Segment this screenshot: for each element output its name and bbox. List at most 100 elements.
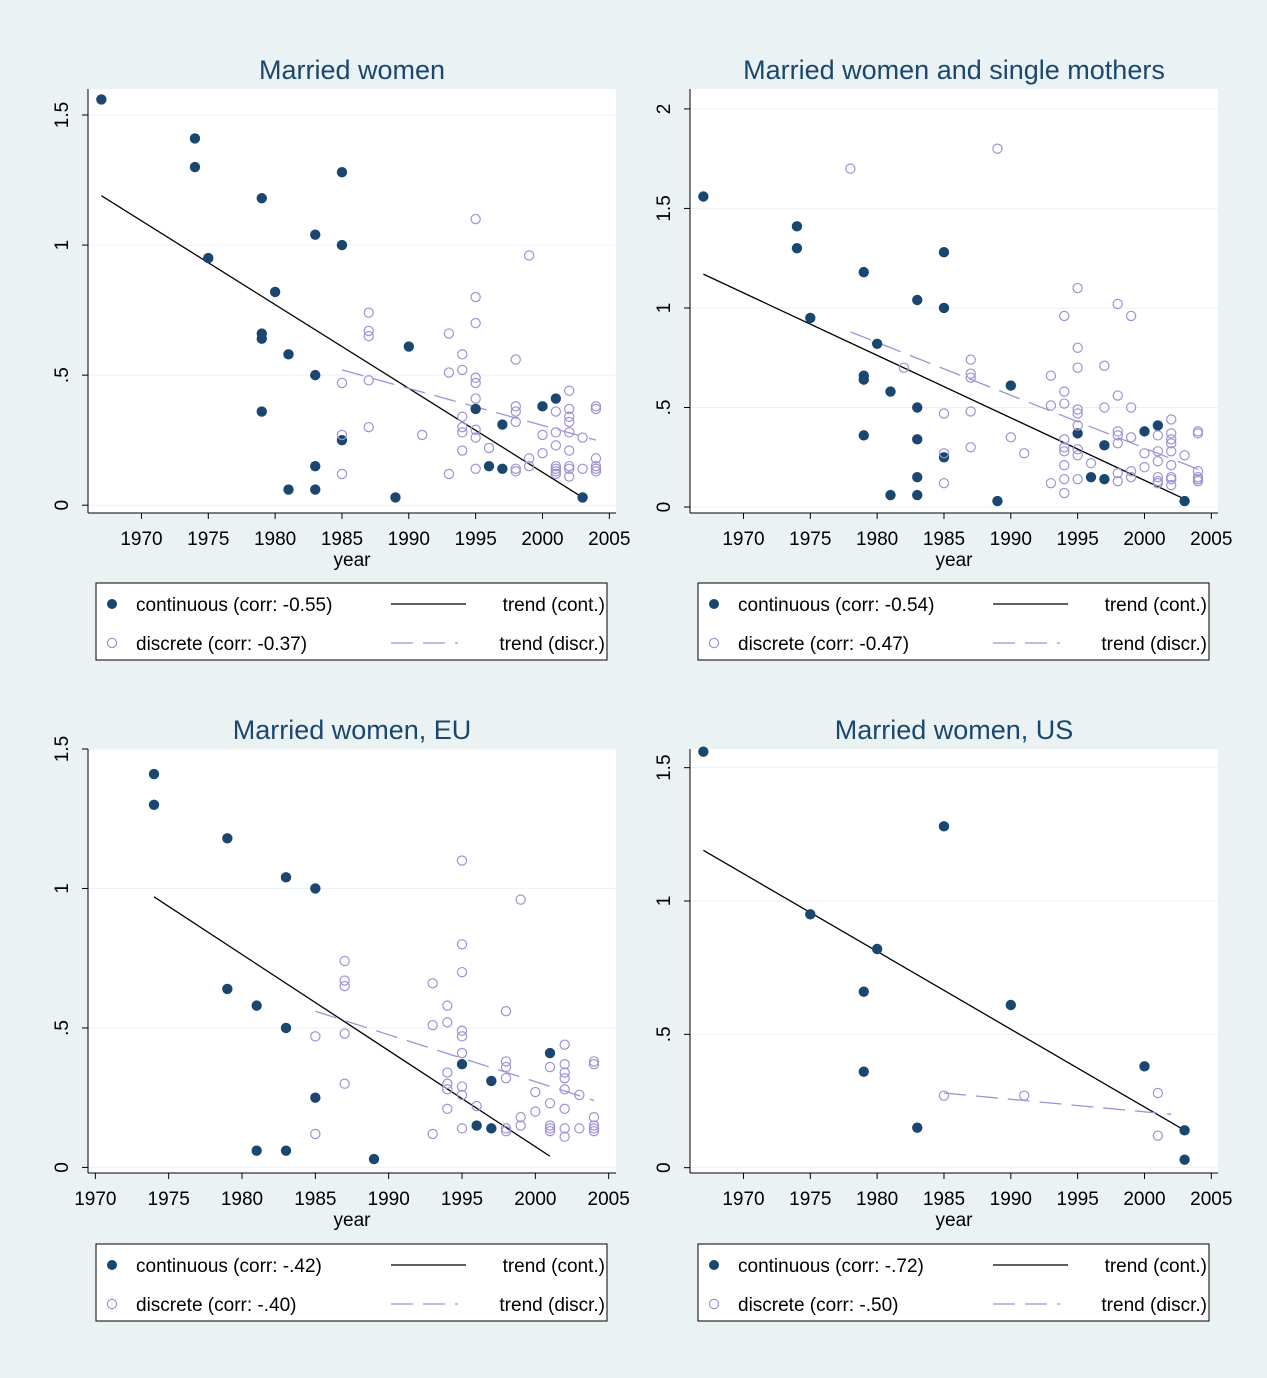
x-tick-label: 2005 — [588, 529, 630, 550]
point-discrete — [1125, 465, 1137, 477]
point-discrete — [1166, 446, 1177, 457]
y-tick-label: .5 — [52, 367, 73, 383]
point-discrete — [456, 1047, 468, 1059]
x-tick-label: 1975 — [148, 1189, 190, 1210]
point-continuous — [280, 1022, 292, 1034]
point-discrete — [559, 1039, 570, 1050]
x-axis-label: year — [936, 550, 974, 571]
point-discrete — [530, 1106, 541, 1117]
point-continuous — [222, 833, 233, 844]
y-tick-label: 1.5 — [52, 102, 73, 128]
point-discrete — [564, 460, 575, 472]
legend-label: continuous (corr: -0.55) — [136, 595, 332, 616]
point-discrete — [456, 1025, 468, 1036]
panel-2: Married women and single mothers 0 .5 1 1.5 2… — [654, 55, 1232, 661]
x-tick-label: 1975 — [789, 1189, 831, 1210]
point-continuous — [280, 1145, 292, 1156]
legend-box — [95, 1243, 608, 1322]
point-discrete — [471, 1100, 482, 1112]
point-continuous — [269, 286, 281, 298]
point-discrete — [339, 955, 350, 967]
point-discrete — [1166, 414, 1177, 425]
point-discrete — [577, 463, 588, 474]
point-discrete — [1166, 434, 1177, 445]
point-discrete — [1112, 298, 1123, 310]
point-continuous — [885, 489, 896, 501]
x-tick-label: 1990 — [990, 529, 1032, 550]
legend-label: discrete (corr: -.40) — [136, 1295, 296, 1316]
point-continuous — [805, 909, 816, 920]
point-continuous — [1179, 1125, 1190, 1136]
point-discrete — [1072, 420, 1083, 431]
point-discrete — [1166, 479, 1177, 491]
y-tick-label: .5 — [52, 1020, 73, 1036]
point-continuous — [912, 1122, 923, 1133]
point-discrete — [470, 377, 481, 389]
legend-marker-discrete — [106, 637, 118, 649]
point-continuous — [222, 983, 233, 995]
trend-line-continuous — [101, 195, 583, 498]
point-discrete — [1192, 475, 1204, 487]
y-tick-label: 1 — [654, 303, 675, 314]
point-continuous — [1005, 380, 1017, 391]
point-discrete — [550, 440, 562, 451]
point-discrete — [1072, 404, 1083, 415]
point-discrete — [559, 1059, 570, 1070]
point-discrete — [470, 291, 481, 303]
point-discrete — [1166, 460, 1177, 471]
x-tick-label: 1980 — [254, 529, 296, 550]
point-discrete — [965, 372, 976, 383]
point-discrete — [1112, 426, 1123, 437]
point-continuous — [1179, 495, 1190, 507]
point-discrete — [483, 442, 495, 454]
point-discrete — [1072, 342, 1083, 353]
legend: continuous (corr: -0.54) trend (cont.) dis… — [697, 582, 1210, 661]
point-continuous — [1072, 428, 1083, 439]
point-discrete — [500, 1056, 512, 1067]
point-continuous — [1085, 471, 1097, 483]
point-discrete — [577, 432, 588, 443]
point-discrete — [1125, 402, 1137, 413]
point-discrete — [588, 1112, 600, 1123]
point-discrete — [470, 213, 481, 225]
point-discrete — [537, 447, 548, 459]
point-continuous — [189, 161, 201, 173]
x-tick-label: 1985 — [294, 1189, 336, 1210]
y-tick-label: 1 — [654, 896, 675, 907]
point-discrete — [500, 1125, 512, 1137]
point-discrete — [938, 448, 950, 459]
point-discrete — [470, 317, 481, 329]
plot-area — [690, 89, 1218, 513]
point-discrete — [544, 1061, 556, 1073]
legend-marker-continuous — [107, 1260, 117, 1270]
point-continuous — [912, 471, 923, 483]
point-discrete — [574, 1123, 585, 1134]
point-continuous — [858, 430, 869, 441]
legend-label: trend (cont.) — [503, 595, 605, 616]
point-discrete — [1045, 477, 1057, 489]
x-tick-label: 1970 — [120, 529, 162, 550]
point-continuous — [283, 349, 294, 360]
point-discrete — [550, 427, 562, 438]
point-continuous — [992, 495, 1003, 507]
point-discrete — [1125, 432, 1137, 443]
y-tick-label: 2 — [654, 104, 675, 115]
point-discrete — [1152, 446, 1164, 457]
point-continuous — [938, 247, 950, 258]
point-discrete — [1166, 473, 1177, 485]
point-discrete — [1045, 370, 1057, 381]
point-discrete — [1152, 456, 1164, 467]
point-continuous — [310, 229, 321, 240]
point-continuous — [912, 434, 923, 445]
trend-line-discrete — [943, 1092, 1172, 1115]
point-continuous — [791, 221, 803, 232]
x-tick-label: 1980 — [221, 1189, 263, 1210]
point-discrete — [427, 1019, 438, 1031]
point-discrete — [457, 349, 468, 360]
x-tick-label: 2005 — [1190, 529, 1232, 550]
trend-line-discrete — [315, 1010, 595, 1102]
point-continuous — [858, 1066, 869, 1077]
point-discrete — [1059, 487, 1070, 499]
legend: continuous (corr: -0.55) trend (cont.) dis… — [95, 582, 608, 661]
point-continuous — [483, 460, 495, 472]
